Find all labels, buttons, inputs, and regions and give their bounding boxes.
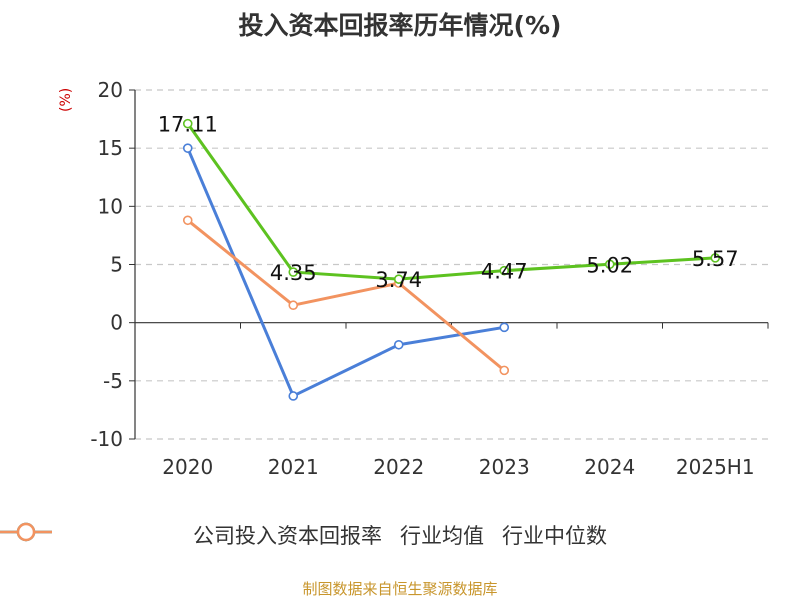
data-point xyxy=(182,143,193,153)
data-point xyxy=(288,267,299,277)
y-tick-label: 0 xyxy=(110,311,123,335)
data-point xyxy=(499,265,510,276)
data-point xyxy=(710,253,721,263)
series-line xyxy=(186,219,506,372)
data-point xyxy=(393,339,404,350)
y-tick-label: -5 xyxy=(103,369,123,393)
x-tick-label: 2021 xyxy=(268,455,319,479)
data-point xyxy=(182,215,193,226)
y-tick-label: 10 xyxy=(98,194,123,218)
legend-item-company[interactable]: 公司投入资本回报率 xyxy=(0,520,382,550)
legend-item-industry-mean[interactable]: 行业均值 xyxy=(0,520,484,550)
x-tick-label: 2020 xyxy=(162,455,213,479)
data-label: 5.57 xyxy=(692,247,739,271)
x-tick-label: 2025H1 xyxy=(676,455,755,479)
data-source-note: 制图数据来自恒生聚源数据库 xyxy=(302,580,498,598)
data-point xyxy=(499,365,510,376)
data-label: 4.47 xyxy=(481,260,528,284)
y-tick-label: 20 xyxy=(98,78,123,102)
legend: 公司投入资本回报率 行业均值 行业中位数 xyxy=(0,520,800,550)
x-tick-label: 2023 xyxy=(479,455,530,479)
data-point xyxy=(604,259,615,270)
legend-item-industry-median[interactable]: 行业中位数 xyxy=(0,520,607,550)
series-line xyxy=(186,122,716,281)
x-tick-label: 2022 xyxy=(373,455,424,479)
legend-label-company: 公司投入资本回报率 xyxy=(193,524,382,548)
y-tick-label: -10 xyxy=(90,427,123,451)
data-label: 4.35 xyxy=(270,261,317,285)
data-point xyxy=(288,300,299,311)
data-label: 5.02 xyxy=(586,253,633,277)
data-point xyxy=(393,274,404,284)
y-tick-label: 5 xyxy=(110,253,123,277)
data-label: 17.11 xyxy=(158,113,218,137)
legend-label-industry-mean: 行业均值 xyxy=(400,524,484,548)
data-point xyxy=(499,322,510,333)
y-tick-label: 15 xyxy=(98,136,123,160)
series-line xyxy=(186,147,505,398)
legend-marker-industry-median xyxy=(0,522,52,542)
chart-title: 投入资本回报率历年情况(%) xyxy=(238,11,562,40)
x-tick-label: 2024 xyxy=(584,455,635,479)
data-point xyxy=(182,118,193,129)
data-label: 3.74 xyxy=(375,268,422,292)
data-point xyxy=(288,391,299,401)
legend-label-industry-median: 行业中位数 xyxy=(502,524,607,548)
